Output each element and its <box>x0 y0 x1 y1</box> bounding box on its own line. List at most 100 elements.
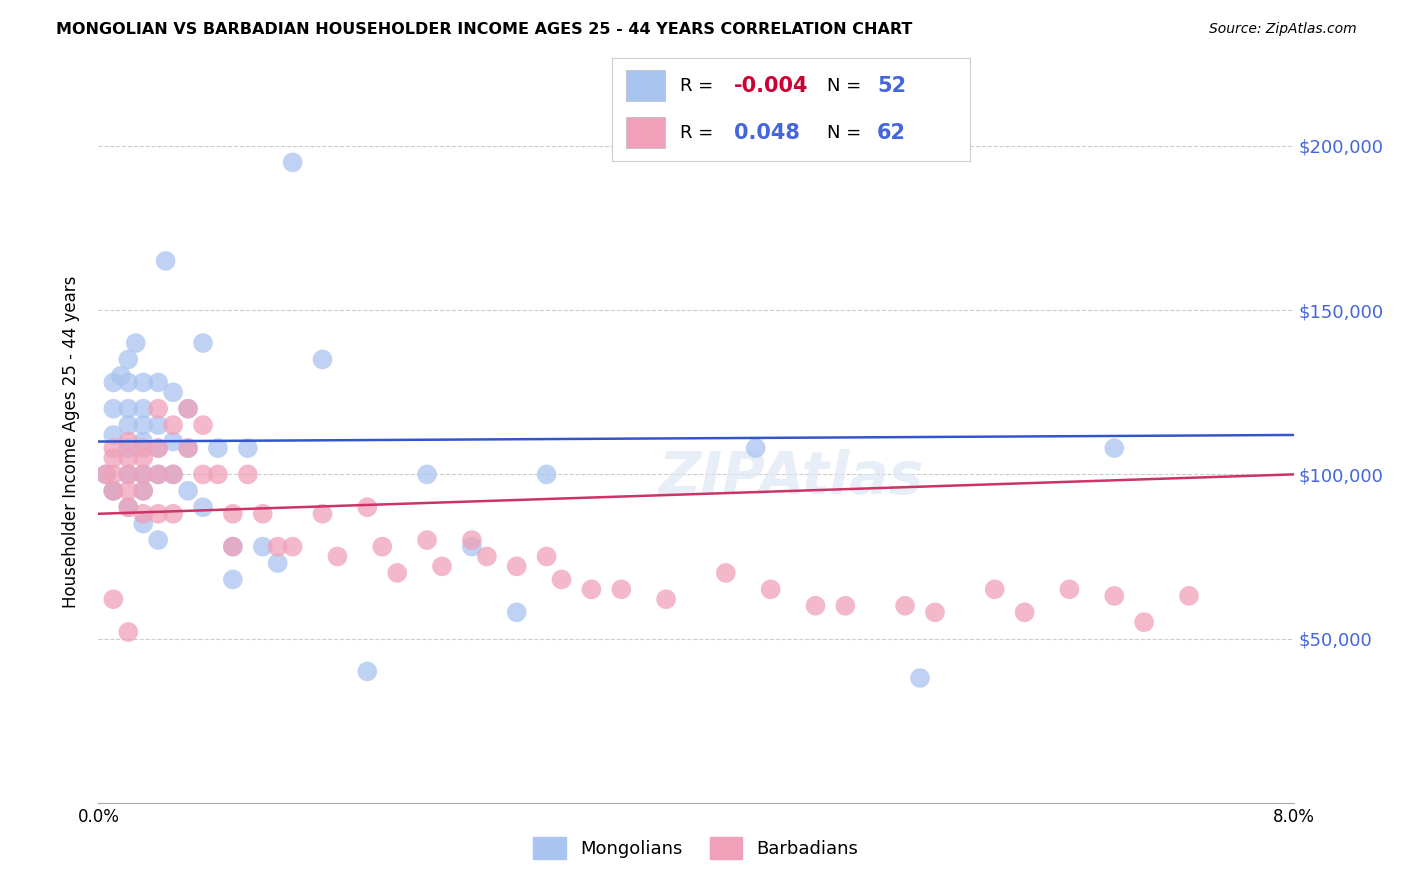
Point <box>103 441 125 455</box>
Point <box>148 418 170 433</box>
FancyBboxPatch shape <box>626 70 665 101</box>
Point <box>177 401 200 416</box>
Point <box>655 592 678 607</box>
Point <box>550 573 572 587</box>
Point <box>103 483 125 498</box>
Text: ZIPAtlas: ZIPAtlas <box>659 450 924 506</box>
Point <box>581 582 603 597</box>
Point <box>132 441 155 455</box>
Text: Source: ZipAtlas.com: Source: ZipAtlas.com <box>1209 22 1357 37</box>
Point <box>252 507 274 521</box>
Point <box>834 599 856 613</box>
Point <box>222 507 245 521</box>
Point <box>117 483 139 498</box>
Point <box>162 434 184 449</box>
Point <box>236 467 259 482</box>
Point <box>117 418 139 433</box>
Point <box>714 566 737 580</box>
Point <box>385 566 409 580</box>
Point <box>117 625 139 640</box>
Point <box>1104 589 1126 603</box>
Y-axis label: Householder Income Ages 25 - 44 years: Householder Income Ages 25 - 44 years <box>62 276 80 607</box>
Point <box>207 467 229 482</box>
Point <box>536 549 558 564</box>
Point <box>416 533 439 547</box>
Point <box>110 368 132 383</box>
Point <box>191 418 214 433</box>
Point <box>162 467 184 482</box>
Point <box>132 450 155 465</box>
Point <box>207 441 229 455</box>
Point <box>804 599 827 613</box>
Point <box>281 540 304 554</box>
Point <box>356 500 378 515</box>
Point <box>148 441 170 455</box>
Point <box>117 467 139 482</box>
Point <box>103 483 125 498</box>
Point <box>1104 441 1126 455</box>
Point <box>894 599 917 613</box>
Point <box>148 507 170 521</box>
Point <box>117 434 139 449</box>
Point <box>162 418 184 433</box>
Point <box>252 540 274 554</box>
Point <box>117 352 139 367</box>
Point <box>162 467 184 482</box>
Text: R =: R = <box>679 124 718 142</box>
Point <box>132 467 155 482</box>
Point <box>155 253 177 268</box>
Point <box>125 336 148 351</box>
Point <box>162 385 184 400</box>
Point <box>148 467 170 482</box>
Point <box>132 376 155 390</box>
Point <box>745 441 768 455</box>
Point <box>610 582 633 597</box>
Point <box>177 441 200 455</box>
Point <box>759 582 782 597</box>
Text: N =: N = <box>827 77 866 95</box>
Point <box>1059 582 1081 597</box>
Point <box>430 559 453 574</box>
Point <box>94 467 117 482</box>
Point <box>148 441 170 455</box>
Point <box>416 467 439 482</box>
Point <box>103 450 125 465</box>
Point <box>132 434 155 449</box>
Text: 0.048: 0.048 <box>734 123 800 143</box>
Legend: Mongolians, Barbadians: Mongolians, Barbadians <box>526 830 866 866</box>
Point <box>132 483 155 498</box>
Point <box>117 376 139 390</box>
Point <box>117 401 139 416</box>
Point <box>103 428 125 442</box>
Point <box>356 665 378 679</box>
Point <box>148 467 170 482</box>
Point <box>461 533 484 547</box>
Point <box>132 516 155 531</box>
Point <box>94 467 117 482</box>
Point <box>132 483 155 498</box>
Text: MONGOLIAN VS BARBADIAN HOUSEHOLDER INCOME AGES 25 - 44 YEARS CORRELATION CHART: MONGOLIAN VS BARBADIAN HOUSEHOLDER INCOM… <box>56 22 912 37</box>
Point <box>1178 589 1201 603</box>
Point <box>132 507 155 521</box>
Point <box>311 352 333 367</box>
Point <box>117 441 139 455</box>
Point <box>132 418 155 433</box>
Point <box>191 500 214 515</box>
Point <box>267 540 290 554</box>
Point <box>177 401 200 416</box>
Point <box>132 401 155 416</box>
Point <box>191 467 214 482</box>
Point <box>103 483 125 498</box>
Point <box>371 540 394 554</box>
Point <box>148 376 170 390</box>
Point <box>326 549 349 564</box>
Point <box>177 441 200 455</box>
Point <box>222 573 245 587</box>
Point <box>103 592 125 607</box>
Point <box>117 467 139 482</box>
Point <box>117 500 139 515</box>
Point <box>506 559 529 574</box>
Point <box>506 605 529 619</box>
Point <box>222 540 245 554</box>
Point <box>311 507 333 521</box>
